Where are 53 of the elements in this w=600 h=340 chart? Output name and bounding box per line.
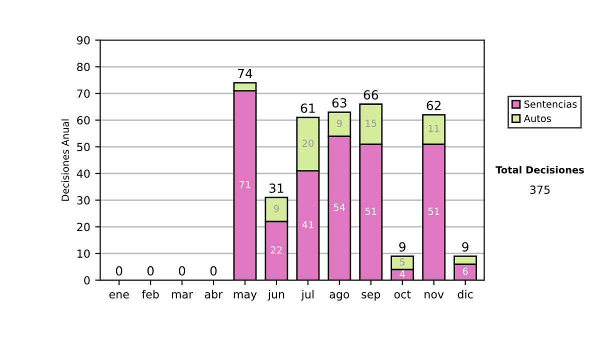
data-label: 6 [462, 268, 468, 275]
x-tick-label: mar [172, 292, 194, 298]
x-tick-label: sep [362, 292, 380, 301]
data-label: 54 [334, 204, 346, 211]
data-label: 51 [428, 208, 440, 215]
data-label: 41 [302, 221, 314, 228]
x-tick-label: jul [301, 290, 314, 301]
y-tick-label: 30 [77, 196, 90, 205]
y-tick-label: 60 [77, 116, 90, 125]
y-tick-label: 0 [84, 276, 90, 285]
data-label: 9 [274, 204, 279, 212]
y-tick-label: 50 [77, 142, 90, 152]
x-tick-label: dic [458, 290, 473, 298]
x-tick-label: jun [268, 290, 284, 301]
data-label: 51 [365, 208, 376, 215]
x-tick-label: abr [204, 290, 223, 298]
total-label: 0 [210, 266, 217, 276]
total-label: 0 [116, 266, 122, 276]
legend-label: Autos [524, 114, 551, 122]
data-label: 11 [428, 125, 440, 132]
x-tick-label: oct [394, 290, 411, 298]
data-label: 4 [400, 270, 405, 278]
x-tick-label: may [234, 292, 257, 301]
text: Total Decisiones [496, 166, 584, 174]
total-label: 0 [147, 266, 154, 276]
data-label: 9 [336, 120, 342, 127]
total-label: 9 [399, 242, 406, 252]
y-tick-label: 10 [78, 249, 90, 258]
x-tick-label: ene [109, 292, 129, 298]
y-axis-title: Decisiones Anual [61, 119, 69, 201]
text: 375 [530, 186, 550, 194]
total-label: 0 [178, 266, 186, 276]
x-tick-label: ago [330, 292, 350, 301]
total-label: 9 [462, 242, 468, 252]
x-tick-label: feb [142, 290, 159, 298]
data-label: 20 [302, 140, 314, 147]
total-label: 63 [332, 98, 346, 108]
y-tick-label: 70 [77, 89, 90, 98]
data-label: 22 [270, 246, 282, 254]
y-tick-label: 20 [77, 222, 90, 232]
data-label: 15 [366, 120, 376, 127]
legend-label: Sentencias [524, 100, 577, 108]
data-label: 5 [400, 258, 405, 266]
total-label: 61 [300, 103, 315, 113]
total-label: 66 [364, 90, 378, 100]
total-label: 74 [238, 68, 252, 78]
y-tick-label: 90 [77, 36, 90, 44]
x-tick-label: nov [424, 292, 444, 298]
y-tick-label: 80 [77, 62, 90, 72]
total-label: 62 [426, 100, 441, 110]
y-tick-label: 40 [76, 169, 90, 178]
data-label: 71 [240, 181, 250, 188]
total-label: 31 [269, 183, 284, 193]
